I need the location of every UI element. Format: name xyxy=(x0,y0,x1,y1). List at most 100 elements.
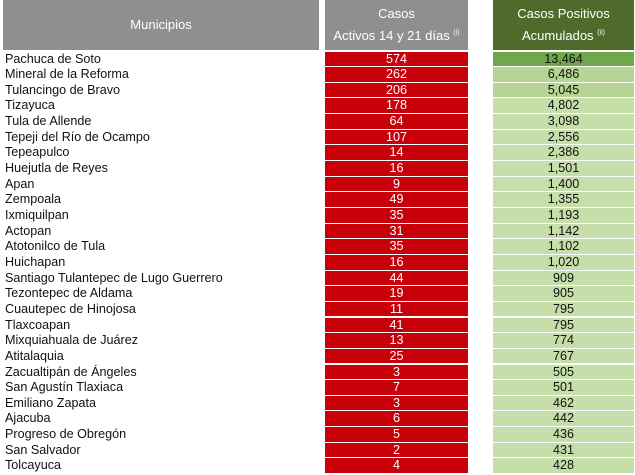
table-row: Ixmiquilpan 35 1,193 xyxy=(0,208,635,224)
casos-positivos-cell: 774 xyxy=(493,333,634,348)
casos-positivos-cell: 2,386 xyxy=(493,145,634,160)
table-row: Tlaxcoapan 41 795 xyxy=(0,317,635,334)
casos-positivos-cell: 905 xyxy=(493,286,634,301)
header-positivos-line2: Acumulados xyxy=(522,28,594,43)
casos-positivos-cell: 5,045 xyxy=(493,82,634,98)
header-positivos-line2-wrap: Acumulados (ii) xyxy=(522,25,605,47)
casos-activos-cell: 5 xyxy=(325,427,468,442)
casos-positivos-cell: 501 xyxy=(493,380,634,395)
casos-activos-cell: 6 xyxy=(325,411,468,427)
header-casos-activos: Casos Activos 14 y 21 días (i) xyxy=(325,0,468,50)
header-municipios-label: Municipios xyxy=(130,17,192,32)
casos-activos-cell: 9 xyxy=(325,176,468,192)
table-row: Apan 9 1,400 xyxy=(0,176,635,193)
table-row: San Salvador 2 431 xyxy=(0,442,635,459)
municipio-name: Mineral de la Reforma xyxy=(5,67,129,82)
header-activos-line2-wrap: Activos 14 y 21 días (i) xyxy=(333,25,459,47)
municipio-name: Tezontepec de Aldama xyxy=(5,286,133,301)
casos-positivos-cell: 795 xyxy=(493,301,634,317)
casos-positivos-cell: 909 xyxy=(493,270,634,286)
casos-activos-cell: 14 xyxy=(325,145,468,160)
casos-activos-cell: 25 xyxy=(325,348,468,364)
casos-positivos-cell: 1,400 xyxy=(493,176,634,192)
casos-positivos-cell: 2,556 xyxy=(493,129,634,145)
municipio-name: Zacualtipán de Ángeles xyxy=(5,364,137,379)
casos-activos-cell: 19 xyxy=(325,286,468,301)
table-row: Tepeji del Río de Ocampo 107 2,556 xyxy=(0,129,635,146)
municipio-name: Emiliano Zapata xyxy=(5,395,97,410)
casos-activos-cell: 49 xyxy=(325,192,468,207)
casos-positivos-cell: 13,464 xyxy=(493,51,634,67)
casos-activos-cell: 4 xyxy=(325,458,468,473)
table-row: Tezontepec de Aldama 19 905 xyxy=(0,286,635,302)
header-activos-note: (i) xyxy=(453,29,460,37)
municipio-name: Santiago Tulantepec de Lugo Guerrero xyxy=(5,270,223,285)
casos-positivos-cell: 462 xyxy=(493,395,634,411)
table-row: Huichapan 16 1,020 xyxy=(0,254,635,271)
table-row: Progreso de Obregón 5 436 xyxy=(0,427,635,443)
casos-activos-cell: 7 xyxy=(325,380,468,395)
table-row: Tolcayuca 4 428 xyxy=(0,458,635,474)
casos-activos-cell: 35 xyxy=(325,239,468,254)
table-row: Santiago Tulantepec de Lugo Guerrero 44 90… xyxy=(0,270,635,287)
header-positivos-note: (ii) xyxy=(597,29,605,37)
municipio-name: Atitalaquia xyxy=(5,348,64,363)
table-row: Actopan 31 1,142 xyxy=(0,223,635,240)
casos-activos-cell: 11 xyxy=(325,301,468,317)
casos-activos-cell: 262 xyxy=(325,67,468,82)
municipio-name: Tulancingo de Bravo xyxy=(5,82,121,97)
table-row: Tula de Allende 64 3,098 xyxy=(0,114,635,130)
casos-activos-cell: 16 xyxy=(325,161,468,176)
municipio-name: San Salvador xyxy=(5,442,81,457)
casos-positivos-cell: 4,802 xyxy=(493,98,634,114)
casos-activos-cell: 44 xyxy=(325,270,468,286)
municipio-name: Huichapan xyxy=(5,254,66,269)
table-row: Tulancingo de Bravo 206 5,045 xyxy=(0,82,635,99)
table-row: Cuautepec de Hinojosa 11 795 xyxy=(0,301,635,318)
municipio-name: Tolcayuca xyxy=(5,458,62,473)
table-row: Atitalaquia 25 767 xyxy=(0,348,635,365)
casos-positivos-cell: 1,020 xyxy=(493,254,634,270)
table-row: San Agustín Tlaxiaca 7 501 xyxy=(0,380,635,396)
table-row: Atotonilco de Tula 35 1,102 xyxy=(0,239,635,255)
casos-activos-cell: 3 xyxy=(325,395,468,411)
casos-activos-cell: 107 xyxy=(325,129,468,145)
table-row: Mixquiahuala de Juárez 13 774 xyxy=(0,333,635,349)
casos-activos-cell: 2 xyxy=(325,442,468,458)
casos-activos-cell: 206 xyxy=(325,82,468,98)
municipio-name: Cuautepec de Hinojosa xyxy=(5,301,136,316)
casos-activos-cell: 35 xyxy=(325,208,468,223)
table-row: Pachuca de Soto 574 13,464 xyxy=(0,51,635,68)
header-activos-line2: Activos 14 y 21 días xyxy=(333,28,450,43)
casos-positivos-cell: 1,102 xyxy=(493,239,634,254)
table-row: Tepeapulco 14 2,386 xyxy=(0,145,635,161)
municipio-name: Tepeapulco xyxy=(5,145,70,160)
table-row: Mineral de la Reforma 262 6,486 xyxy=(0,67,635,83)
casos-positivos-cell: 436 xyxy=(493,427,634,442)
casos-positivos-cell: 1,355 xyxy=(493,192,634,207)
municipio-name: Ajacuba xyxy=(5,411,51,426)
table-row: Zempoala 49 1,355 xyxy=(0,192,635,208)
casos-positivos-cell: 505 xyxy=(493,364,634,380)
table-row: Zacualtipán de Ángeles 3 505 xyxy=(0,364,635,381)
casos-positivos-cell: 767 xyxy=(493,348,634,364)
casos-positivos-cell: 442 xyxy=(493,411,634,427)
casos-activos-cell: 64 xyxy=(325,114,468,129)
municipio-name: Tizayuca xyxy=(5,98,55,113)
municipio-name: Actopan xyxy=(5,223,52,238)
casos-activos-cell: 574 xyxy=(325,51,468,67)
casos-positivos-cell: 1,501 xyxy=(493,161,634,176)
table-row: Ajacuba 6 442 xyxy=(0,411,635,427)
municipio-name: Tula de Allende xyxy=(5,114,92,129)
casos-activos-cell: 16 xyxy=(325,254,468,270)
casos-activos-cell: 41 xyxy=(325,317,468,333)
casos-positivos-cell: 1,142 xyxy=(493,223,634,239)
municipio-name: Tlaxcoapan xyxy=(5,317,71,332)
municipio-name: Atotonilco de Tula xyxy=(5,239,106,254)
municipio-name: Progreso de Obregón xyxy=(5,427,127,442)
casos-activos-cell: 178 xyxy=(325,98,468,114)
municipio-name: San Agustín Tlaxiaca xyxy=(5,380,124,395)
casos-activos-cell: 13 xyxy=(325,333,468,348)
municipio-name: Apan xyxy=(5,176,35,191)
header-casos-positivos: Casos Positivos Acumulados (ii) xyxy=(493,0,634,50)
